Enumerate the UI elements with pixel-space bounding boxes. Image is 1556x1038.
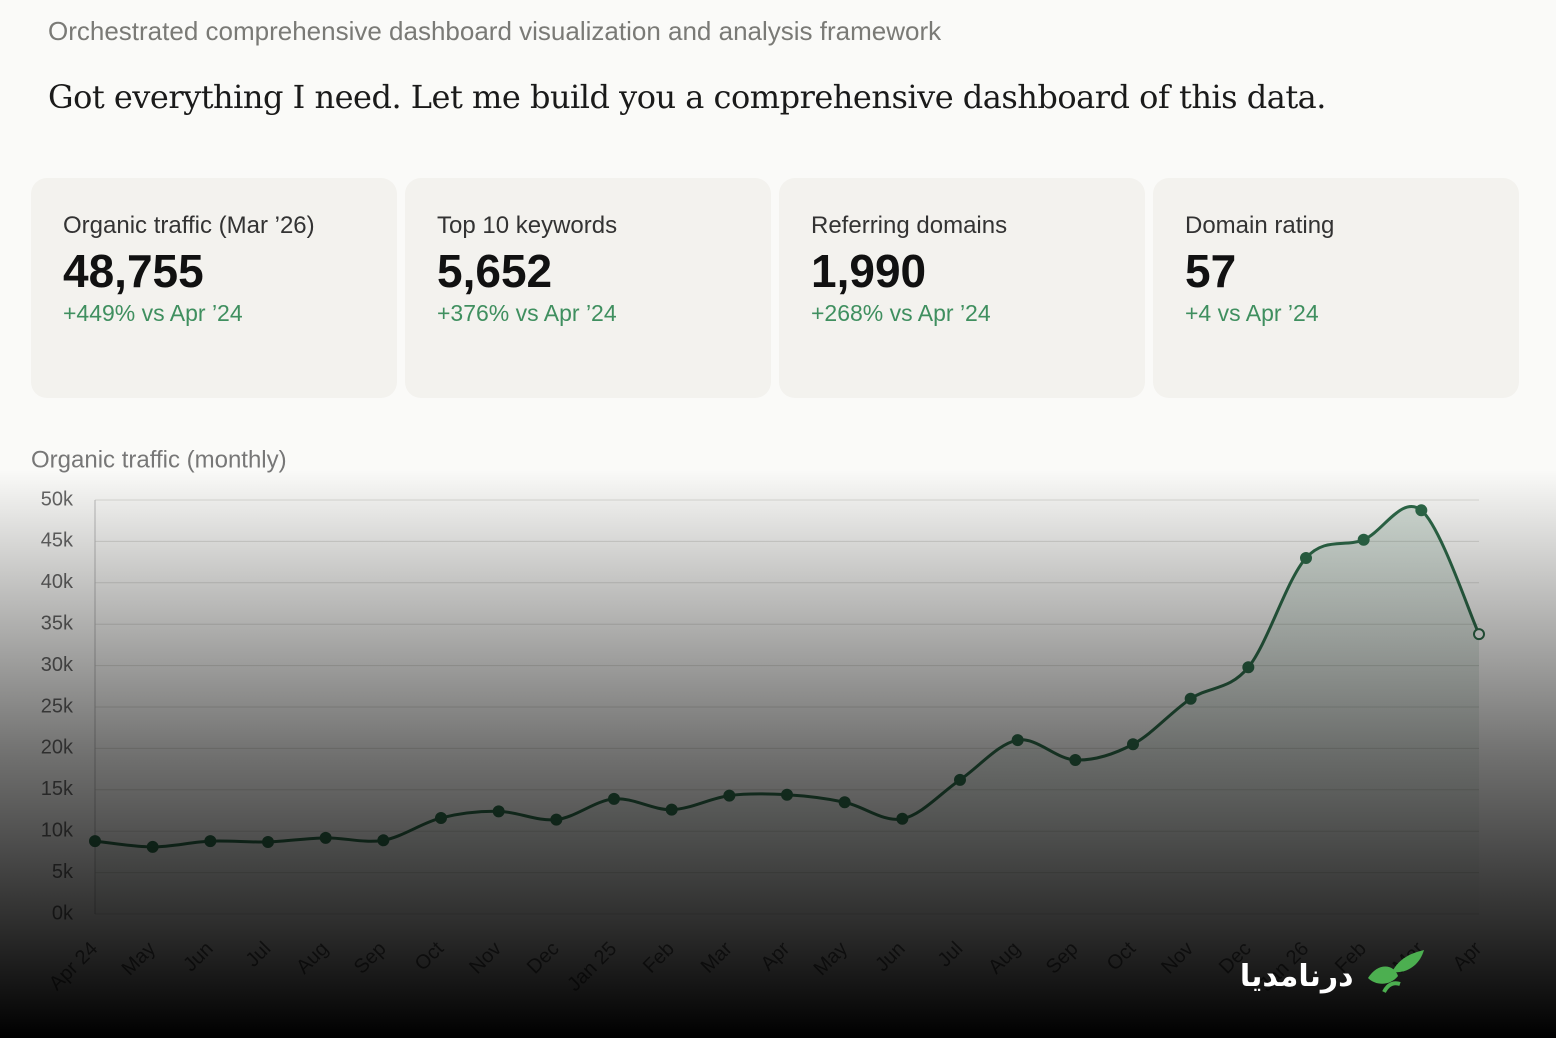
point [435, 811, 447, 824]
point [1242, 661, 1255, 674]
x-tick-label: Jul [934, 938, 968, 972]
point [896, 812, 909, 825]
x-tick-label: Dec [523, 938, 564, 979]
point [838, 796, 851, 809]
y-tick-label: 5k [52, 861, 74, 883]
kpi-value: 1,990 [811, 245, 927, 297]
x-tick-label: Apr [1449, 937, 1487, 975]
point [204, 835, 217, 848]
kpi-card: Organic traffic (Mar ’26) 48,755 +449% v… [31, 178, 397, 398]
kpi-label: Referring domains [811, 212, 1008, 239]
kpi-value: 48,755 [63, 245, 204, 297]
y-tick-label: 25k [41, 695, 74, 717]
kpi-label: Organic traffic (Mar ’26) [63, 212, 315, 239]
kpi-value: 57 [1185, 245, 1237, 297]
y-tick-label: 30k [41, 654, 74, 676]
point [319, 831, 332, 844]
point [1473, 628, 1485, 641]
area [95, 506, 1479, 914]
x-tick-label: Oct [411, 937, 449, 975]
point [492, 805, 505, 818]
point [1011, 734, 1024, 747]
x-tick-label: Feb [639, 938, 679, 978]
x-tick-label: Jun [179, 938, 217, 976]
y-tick-label: 20k [41, 737, 74, 759]
kpi-value: 5,652 [437, 245, 553, 297]
point [665, 803, 678, 816]
point [954, 773, 966, 786]
kpi-change: +268% vs Apr ’24 [811, 300, 991, 326]
x-tick-label: Oct [1103, 937, 1141, 975]
x-tick-label: Sep [350, 938, 391, 979]
kpi-card: Referring domains 1,990 +268% vs Apr ’24 [779, 178, 1145, 398]
point [377, 834, 390, 847]
y-tick-label: 15k [41, 778, 74, 800]
subtitle: Orchestrated comprehensive dashboard vis… [48, 16, 942, 46]
x-tick-label: May [810, 938, 852, 980]
y-tick-label: 40k [41, 571, 74, 593]
chart-title: Organic traffic (monthly) [31, 446, 287, 473]
kpi-card: Top 10 keywords 5,652 +376% vs Apr ’24 [405, 178, 771, 398]
point [608, 792, 620, 805]
x-tick-label: Jun [871, 938, 909, 976]
assistant-message: Got everything I need. Let me build you … [48, 78, 1326, 116]
point [1415, 504, 1428, 517]
y-tick-label: 45k [41, 530, 74, 552]
kpi-change: +4 vs Apr ’24 [1185, 300, 1319, 326]
kpi-card: Domain rating 57 +4 vs Apr ’24 [1153, 178, 1519, 398]
x-tick-label: Aug [292, 938, 333, 979]
point [146, 840, 159, 853]
watermark: درنامدیا [1240, 938, 1426, 994]
x-tick-label: Aug [984, 938, 1025, 979]
y-tick-label: 10k [41, 819, 74, 841]
x-tick-label: May [118, 938, 160, 980]
point [723, 789, 736, 802]
point [550, 813, 563, 826]
point [781, 788, 793, 801]
kpi-label: Top 10 keywords [437, 212, 618, 239]
kpi-label: Domain rating [1185, 212, 1335, 239]
point [1357, 533, 1370, 546]
point [1184, 692, 1197, 705]
y-tick-label: 35k [41, 612, 74, 634]
point [1069, 753, 1082, 766]
watermark-logo [1368, 950, 1424, 993]
y-tick-label: 0k [52, 902, 74, 924]
x-tick-label: Mar [697, 937, 737, 977]
point [1300, 551, 1312, 564]
x-tick-label: Jul [242, 938, 276, 972]
y-tick-label: 50k [41, 488, 74, 510]
x-tick-label: Apr 24 [45, 938, 102, 995]
x-tick-label: Apr [757, 937, 795, 975]
point [1127, 738, 1139, 751]
point [262, 835, 274, 848]
kpi-change: +376% vs Apr ’24 [437, 300, 617, 326]
point [89, 835, 101, 848]
x-tick-label: Nov [465, 938, 506, 979]
kpi-change: +449% vs Apr ’24 [63, 300, 243, 326]
watermark-text: درنامدیا [1239, 959, 1354, 994]
x-tick-label: Sep [1042, 938, 1083, 979]
x-tick-label: Jan 25 [563, 938, 621, 996]
x-tick-label: Nov [1157, 938, 1198, 979]
